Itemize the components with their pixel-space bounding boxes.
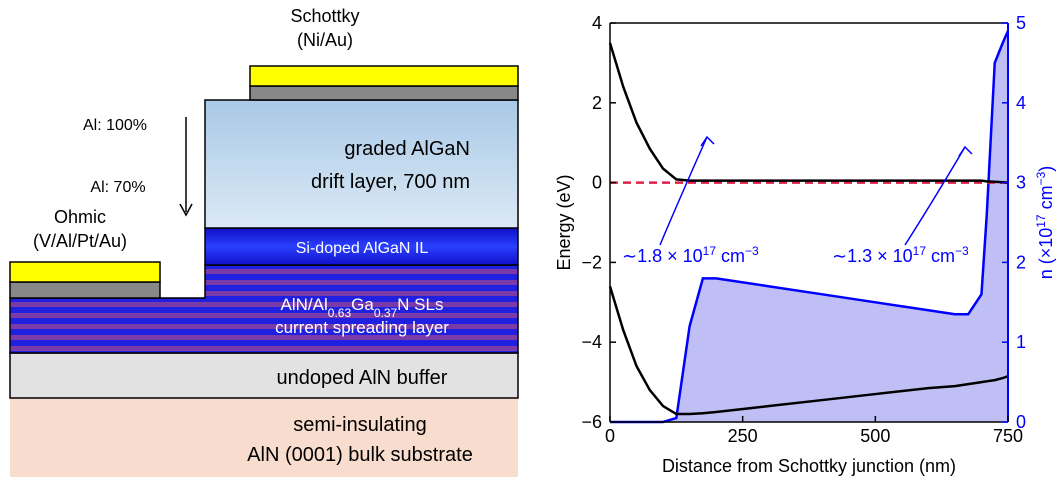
label: AlN/Al0.63Ga0.37N SLs <box>281 295 444 320</box>
annotation-arrow-head <box>958 145 973 157</box>
text-part: 0.63 <box>328 306 352 320</box>
y-tick-label: −2 <box>581 252 602 272</box>
area <box>610 30 1008 422</box>
y2-axis-label: n (×1017 cm−3) <box>1034 166 1056 280</box>
label: undoped AlN buffer <box>277 367 448 389</box>
y2-tick-label: 3 <box>1016 173 1026 193</box>
chart: 0 250 500 750 −6 −4 −2 0 2 4 0 1 2 3 4 5 Distance from S… <box>554 13 1056 476</box>
y-tick-label: −4 <box>581 332 602 352</box>
text-part: N SLs <box>397 295 443 314</box>
text-part: ∼1.8 × 10 <box>622 246 703 266</box>
annotation: ∼1.8 × 1017 cm−3 <box>622 244 759 266</box>
text-part: 17 <box>703 244 717 258</box>
text-part: ∼1.3 × 10 <box>832 246 913 266</box>
label: Ohmic <box>54 207 106 227</box>
interlayer <box>204 227 519 266</box>
text-part: cm <box>716 246 745 266</box>
annotation-arrow <box>904 146 966 246</box>
substrate <box>10 398 518 477</box>
text-part: ) <box>1036 166 1056 172</box>
series-line <box>608 285 1009 416</box>
label: current spreading layer <box>275 318 449 337</box>
text-part: −3 <box>745 244 759 258</box>
x-axis-label: Distance from Schottky junction (nm) <box>662 456 956 476</box>
label: Schottky <box>290 6 359 26</box>
text-part: AlN/Al <box>281 295 328 314</box>
annotation: ∼1.3 × 1017 cm−3 <box>832 244 969 266</box>
superlattice <box>9 264 519 354</box>
text-part: 0.37 <box>374 306 398 320</box>
schottky-metal <box>249 85 519 101</box>
text-part: 17 <box>913 244 927 258</box>
annotation-arrow <box>659 136 708 246</box>
label: semi-insulating <box>293 414 426 436</box>
device-diagram: Schottky (Ni/Au) Al: 100% Al: 70% graded… <box>9 6 519 477</box>
text-part: −3 <box>955 244 969 258</box>
annotation-arrow-head <box>700 135 715 147</box>
y-axis-label: Energy (eV) <box>554 174 574 270</box>
x-tick-label: 750 <box>993 426 1023 446</box>
buffer <box>9 352 519 399</box>
text-part: n (×10 <box>1036 228 1056 280</box>
label: Al: 100% <box>83 117 147 134</box>
schottky-metal <box>249 65 519 87</box>
text-part: 17 <box>1034 214 1048 228</box>
y2-tick-label: 4 <box>1016 93 1026 113</box>
y2-tick-label: 1 <box>1016 332 1026 352</box>
y-tick-label: 0 <box>592 173 602 193</box>
ohmic-metal <box>9 261 161 283</box>
label: Al: 70% <box>90 179 145 196</box>
label: Si-doped AlGaN IL <box>296 240 429 257</box>
y-tick-label: 2 <box>592 93 602 113</box>
text-part: cm <box>926 246 955 266</box>
arrow-head <box>179 203 193 217</box>
label: (Ni/Au) <box>297 30 353 50</box>
y2-tick-label: 0 <box>1016 412 1026 432</box>
label: (V/Al/Pt/Au) <box>33 231 127 251</box>
y2-tick-label: 2 <box>1016 252 1026 272</box>
x-tick-label: 250 <box>728 426 758 446</box>
drift-layer <box>204 99 519 229</box>
y2-tick-label: 5 <box>1016 13 1026 33</box>
text-part: Ga <box>351 295 374 314</box>
ohmic-metal <box>9 281 161 299</box>
series-line <box>608 42 1009 184</box>
x-tick-label: 0 <box>605 426 615 446</box>
text-part: cm <box>1036 185 1056 214</box>
x-tick-label: 500 <box>860 426 890 446</box>
y-tick-label: −6 <box>581 412 602 432</box>
label: drift layer, 700 nm <box>311 171 470 193</box>
label: AlN (0001) bulk substrate <box>247 444 473 466</box>
text-part: −3 <box>1034 171 1048 185</box>
label: graded AlGaN <box>344 138 470 160</box>
y-tick-label: 4 <box>592 13 602 33</box>
